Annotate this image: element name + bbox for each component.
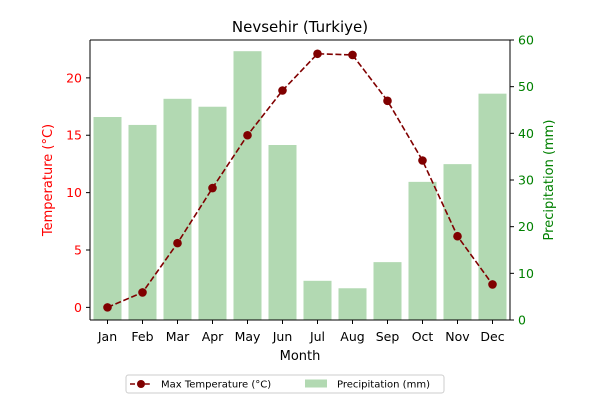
x-tick-label-sep: Sep [376, 329, 400, 344]
temperature-point-jan [103, 303, 112, 312]
x-tick-label-nov: Nov [445, 329, 470, 344]
right-tick-label: 30 [518, 173, 534, 188]
precipitation-bar-feb [128, 124, 157, 320]
temperature-point-oct [418, 156, 427, 165]
legend-label-precipitation: Precipitation (mm) [337, 380, 430, 391]
x-tick-label-jan: Jan [97, 329, 117, 344]
axes: 0 5 10 15 20 0 10 20 30 40 50 60 Jan Feb Mar Apr May Jun J… [66, 33, 534, 345]
y-axis-right-label: Precipitation (mm) [542, 120, 557, 241]
precipitation-bar-mar [163, 98, 192, 320]
x-tick-label-may: May [235, 329, 261, 344]
precipitation-bar-oct [408, 181, 437, 320]
legend-marker-swatch [137, 380, 145, 388]
precipitation-bar-apr [198, 106, 227, 320]
precipitation-bar-jun [268, 145, 297, 320]
temperature-point-apr [208, 183, 217, 193]
precipitation-bar-sep [373, 262, 402, 320]
temperature-point-aug [348, 50, 357, 60]
legend-label-temperature: Max Temperature (°C) [161, 380, 271, 391]
right-tick-label: 40 [518, 126, 534, 141]
left-tick-label: 5 [74, 243, 82, 258]
x-tick-label-feb: Feb [131, 329, 153, 344]
left-tick-label: 15 [66, 128, 82, 143]
x-tick-label-jun: Jun [272, 329, 293, 344]
right-tick-label: 20 [518, 219, 534, 234]
precipitation-bar-jan [93, 117, 122, 320]
x-tick-label-mar: Mar [166, 329, 190, 344]
x-axis-label: Month [280, 349, 321, 364]
precipitation-bar-may [233, 51, 262, 320]
temperature-line-layer [103, 49, 497, 312]
x-tick-label-aug: Aug [340, 329, 364, 344]
right-tick-label: 50 [518, 79, 534, 94]
x-tick-label-dec: Dec [480, 329, 504, 344]
y-axis-left-label: Temperature (°C) [41, 124, 56, 237]
temperature-point-jul [313, 49, 322, 59]
legend-bar-swatch [305, 379, 327, 388]
temperature-point-sep [383, 96, 392, 106]
precipitation-bar-jul [303, 280, 332, 320]
legend-frame [125, 374, 445, 394]
x-tick-label-oct: Oct [412, 329, 434, 344]
left-tick-label: 20 [66, 70, 82, 85]
left-tick-label: 10 [66, 185, 82, 200]
x-tick-label-apr: Apr [202, 329, 224, 344]
chart-title: Nevsehir (Turkiye) [232, 18, 368, 36]
temperature-point-dec [488, 280, 497, 289]
temperature-point-may [243, 130, 252, 140]
left-tick-label: 0 [74, 300, 82, 315]
temperature-point-nov [453, 231, 462, 241]
temperature-point-mar [173, 238, 182, 248]
temperature-point-jun [278, 86, 287, 95]
legend: Max Temperature (°C) Precipitation (mm) [125, 374, 445, 394]
precipitation-bar-aug [338, 288, 367, 320]
precipitation-bar-nov [443, 164, 472, 320]
right-tick-label: 60 [518, 33, 534, 48]
precipitation-bars [93, 51, 507, 321]
right-tick-label: 10 [518, 266, 534, 281]
x-tick-label-jul: Jul [309, 329, 325, 344]
temperature-point-feb [138, 288, 147, 297]
temperature-line [107, 52, 494, 309]
right-tick-label: 0 [518, 313, 526, 328]
